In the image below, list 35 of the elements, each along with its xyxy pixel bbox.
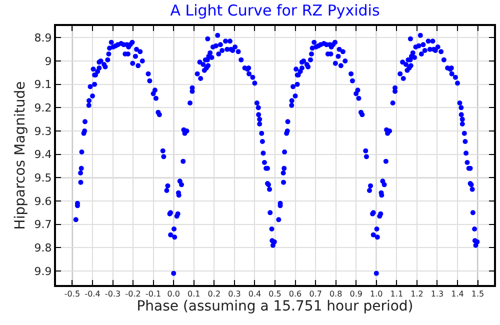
x-axis-title: Phase (assuming a 15.751 hour period) [136,298,414,315]
y-tick-label: 9.2 [34,102,52,115]
x-tick-label: 0.4 [248,290,262,299]
x-tick-label: -0.5 [64,290,80,299]
x-tick-label: 1.5 [471,290,484,299]
x-tick-label: 0.2 [208,290,221,299]
y-axis-title: Hipparcos Magnitude [12,81,28,230]
x-tick-label: 0.9 [350,290,362,299]
x-tick-label: 1.2 [410,290,424,299]
x-tick-label: -0.1 [146,290,162,299]
y-tick-label: 9 [44,54,52,68]
y-tick-label: 9.8 [34,242,52,255]
y-tick-label: 9.3 [34,124,52,138]
y-tick-label: 9.9 [34,264,52,278]
x-tick-label: 1.1 [390,290,404,299]
x-tick-label: 0.1 [188,290,200,299]
x-tick-label: 1.0 [370,290,383,299]
x-tick-label: 0.7 [309,290,322,299]
chart-title: A Light Curve for RZ Pyxidis [170,1,380,20]
y-tick-label: 9.1 [34,78,52,92]
x-tick-label: 0.0 [167,290,180,299]
x-tick-label: 1.4 [451,290,464,299]
y-tick-label: 9.4 [34,148,52,162]
x-tick-label: 0.8 [329,290,342,299]
x-tick-label: 1.3 [430,290,444,299]
x-tick-label: -0.2 [125,290,141,299]
x-tick-label: -0.4 [84,290,100,299]
y-tick-label: 8.9 [34,32,52,45]
x-tick-label: 0.6 [288,290,302,299]
y-tick-label: 9.7 [34,218,52,232]
y-tick-label: 9.5 [34,172,52,185]
x-tick-label: -0.3 [104,290,121,299]
x-tick-label: 0.3 [228,290,241,299]
y-tick-label: 9.6 [34,194,52,208]
x-tick-label: 0.5 [268,290,282,299]
